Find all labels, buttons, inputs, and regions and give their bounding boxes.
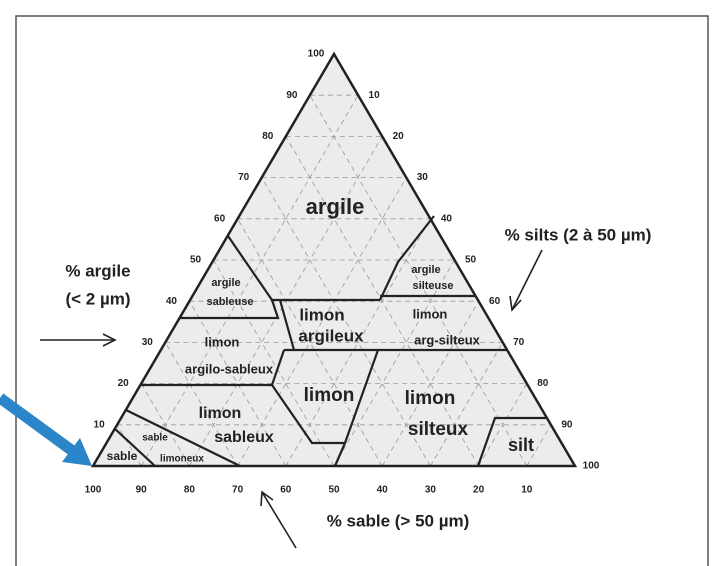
region-label: argile <box>211 277 240 289</box>
grid-line <box>164 342 238 467</box>
right-tick-label: 30 <box>417 172 429 183</box>
grid-line <box>189 300 287 467</box>
bottom-axis-title: % sable (> 50 µm) <box>327 511 470 530</box>
boundary <box>379 215 435 301</box>
region-label: limon <box>304 385 355 406</box>
region-label: limon <box>413 306 448 321</box>
right-tick-label: 10 <box>369 90 381 101</box>
right-tick-label: 40 <box>441 213 453 224</box>
left-tick-label: 30 <box>142 337 154 348</box>
arrow <box>511 249 543 311</box>
region-label: argile <box>411 264 440 276</box>
labels: 10 20 30 40 50 60 70 80 90 100 10 20 30 40 50 60 70 80 90 1… <box>85 49 600 496</box>
left-tick-label: 10 <box>94 419 106 430</box>
left-tick-label: 40 <box>166 296 178 307</box>
region-label: sable <box>142 433 168 444</box>
boundary <box>278 299 296 351</box>
left-tick-label: 60 <box>214 213 226 224</box>
bottom-tick-label: 50 <box>328 485 340 496</box>
region-label: argileux <box>298 326 364 345</box>
frame <box>15 15 709 566</box>
arrow-head <box>260 490 274 507</box>
bottom-tick-label: 60 <box>280 485 292 496</box>
grid-line <box>478 383 528 467</box>
blue-arrow-head <box>62 438 92 466</box>
bottom-tick-label: 80 <box>184 485 196 496</box>
right-tick-label: 90 <box>561 419 573 430</box>
right-tick-label: 100 <box>583 461 600 472</box>
blue-arrow <box>0 393 92 466</box>
region-label: limon <box>299 305 344 324</box>
region-label: sableuse <box>206 296 253 308</box>
left-tick-label: 100 <box>308 49 325 60</box>
arrow-head <box>509 295 522 312</box>
region-label: sable <box>107 449 138 463</box>
grid <box>116 94 552 467</box>
grid-line <box>381 300 479 467</box>
blue-arrow-shaft <box>0 393 78 457</box>
bottom-tick-label: 10 <box>521 485 533 496</box>
left-tick-label: 90 <box>286 90 298 101</box>
bottom-tick-label: 70 <box>232 485 244 496</box>
region-label: limon <box>405 388 456 409</box>
region-label: silteux <box>408 419 469 440</box>
left-tick-label: 70 <box>238 172 250 183</box>
left-axis-title: (< 2 µm) <box>65 289 130 308</box>
boundary <box>125 409 241 467</box>
grid-line <box>430 342 504 467</box>
right-tick-label: 80 <box>537 378 549 389</box>
right-tick-label: 50 <box>465 255 477 266</box>
arrow <box>261 491 297 549</box>
left-tick-label: 50 <box>190 255 202 266</box>
region-label: sableux <box>214 429 274 446</box>
grid-line <box>116 424 142 467</box>
left-axis-title: % argile <box>65 261 130 280</box>
boundary <box>113 427 156 467</box>
boundary <box>333 442 347 467</box>
boundary <box>180 299 280 320</box>
right-tick-label: 70 <box>513 337 525 348</box>
region-label: limon <box>205 334 240 349</box>
region-label: arg-silteux <box>414 332 481 347</box>
region-label: limoneux <box>160 454 204 465</box>
boundary <box>271 349 380 445</box>
bottom-tick-label: 20 <box>473 485 485 496</box>
left-tick-label: 80 <box>262 131 274 142</box>
region-label: argilo-sableux <box>185 361 274 376</box>
bottom-tick-label: 40 <box>377 485 389 496</box>
grid-line <box>237 177 407 467</box>
bottom-tick-label: 100 <box>85 485 102 496</box>
arrow-head <box>102 333 117 347</box>
boundary <box>476 416 547 467</box>
grid-line <box>213 259 335 467</box>
triangle-outline <box>90 51 578 468</box>
right-tick-label: 60 <box>489 296 501 307</box>
region-label: argile <box>306 194 365 219</box>
arrows <box>40 249 543 549</box>
region-label: silt <box>508 435 534 455</box>
right-axis-title: % silts (2 à 50 µm) <box>505 225 652 244</box>
region-label: limon <box>199 405 242 422</box>
left-tick-label: 20 <box>118 378 130 389</box>
grid-line <box>140 383 190 467</box>
bottom-tick-label: 90 <box>136 485 148 496</box>
grid-line <box>261 177 431 467</box>
grid-line <box>333 259 455 467</box>
region-label: silteuse <box>413 280 454 292</box>
bottom-tick-label: 30 <box>425 485 437 496</box>
region-boundaries <box>113 215 547 467</box>
grid-line <box>526 424 552 467</box>
right-tick-label: 20 <box>393 131 405 142</box>
